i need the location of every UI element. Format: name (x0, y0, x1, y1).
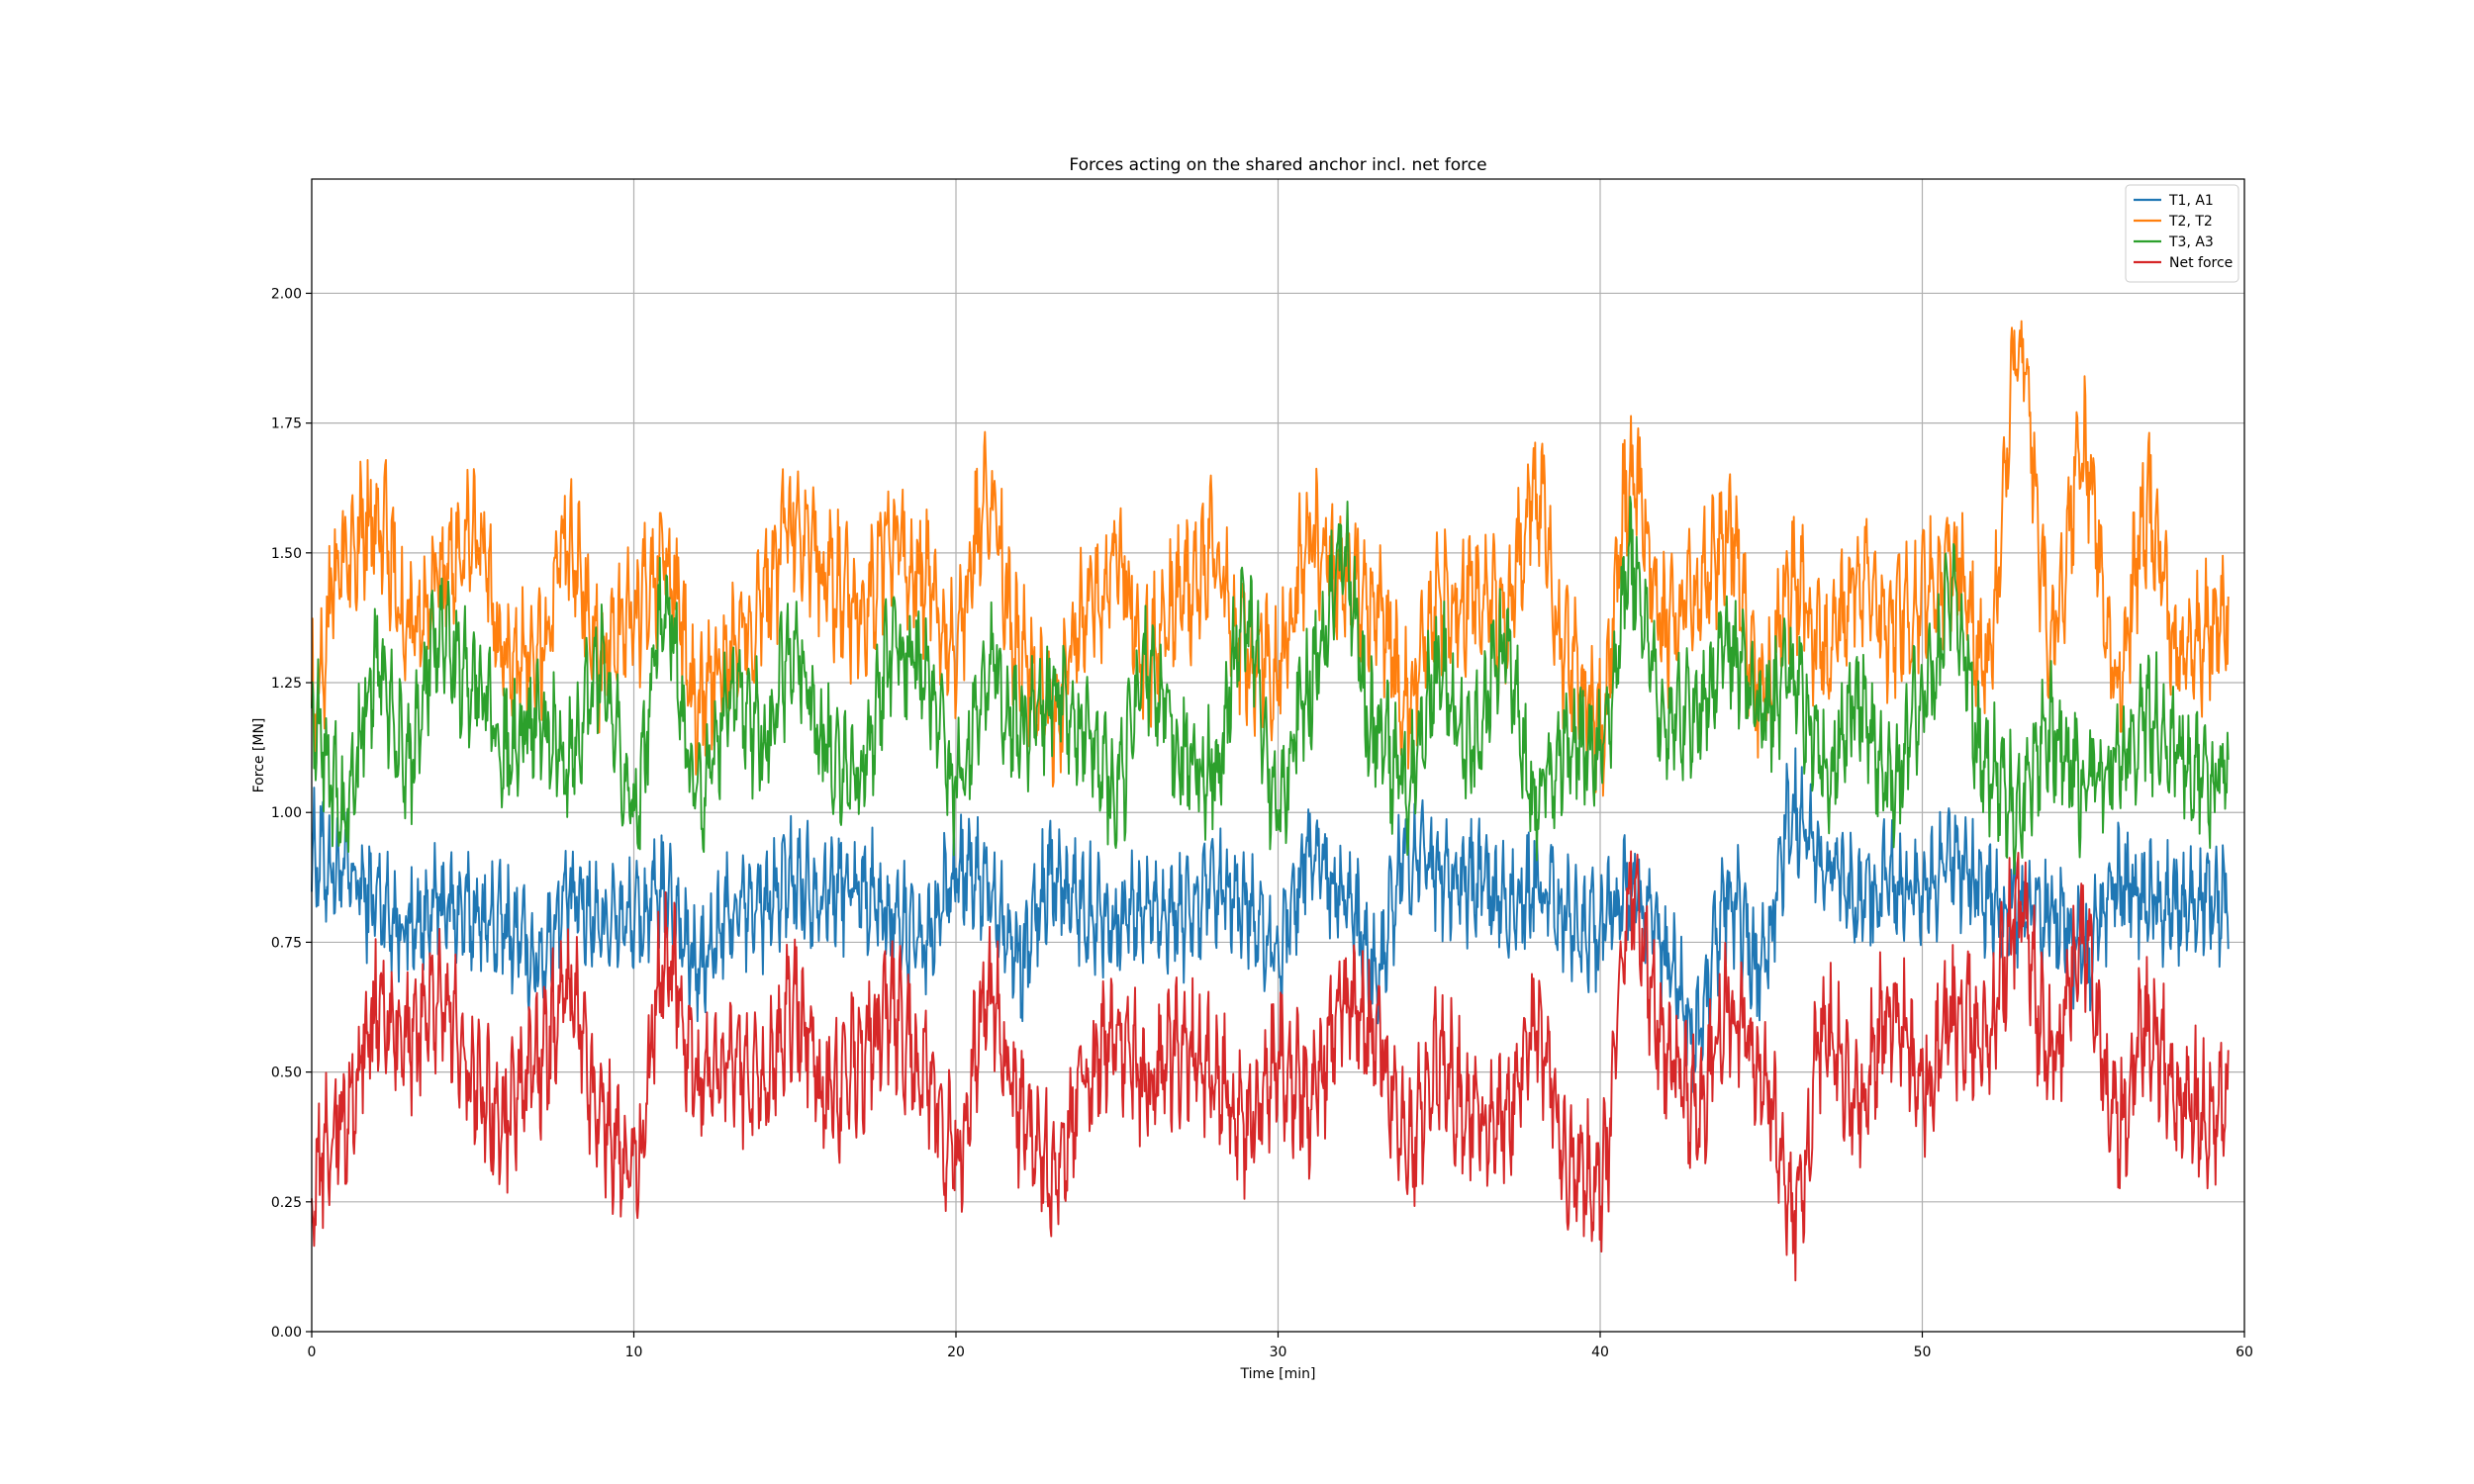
series-line (311, 850, 2230, 1282)
legend-label: T2, T2 (2168, 214, 2213, 230)
legend: T1, A1 T2, T2 T3, A3 Net force (2125, 184, 2239, 283)
y-tick-label: 1.00 (271, 805, 302, 821)
x-tick-label: 50 (1914, 1345, 1932, 1360)
legend-box (2125, 184, 2239, 283)
x-tick-label: 40 (1591, 1345, 1609, 1360)
y-tick-label: 0.25 (271, 1195, 302, 1211)
legend-label: T3, A3 (2168, 234, 2214, 250)
series-line (311, 496, 2230, 876)
y-tick-label: 1.25 (271, 676, 302, 692)
y-axis-label: Force [MN] (251, 718, 267, 793)
x-tick-label: 30 (1270, 1345, 1287, 1360)
legend-label: Net force (2169, 255, 2233, 271)
y-tick-label: 1.75 (271, 417, 302, 432)
y-tick-label: 0.50 (271, 1066, 302, 1081)
y-tick-label: 1.50 (271, 546, 302, 562)
series-line (311, 320, 2230, 797)
x-axis-label: Time [min] (1239, 1366, 1315, 1382)
x-tick-label: 10 (625, 1345, 643, 1360)
chart-title: Forces acting on the shared anchor incl.… (1069, 155, 1486, 175)
x-tick-label: 20 (947, 1345, 965, 1360)
series-line (311, 747, 2230, 1093)
y-tick-label: 2.00 (271, 286, 302, 302)
x-tick-label: 60 (2236, 1345, 2253, 1360)
y-axis: 0.00 0.25 0.50 0.75 1.00 1.25 1.50 1.75 2.00 (271, 286, 312, 1341)
legend-label: T1, A1 (2168, 193, 2214, 209)
x-tick-label: 0 (308, 1345, 317, 1360)
y-tick-label: 0.00 (271, 1325, 302, 1341)
y-tick-label: 0.75 (271, 935, 302, 951)
series-lines (311, 320, 2230, 1282)
x-axis: 0 10 20 30 40 50 60 (308, 1332, 2253, 1360)
